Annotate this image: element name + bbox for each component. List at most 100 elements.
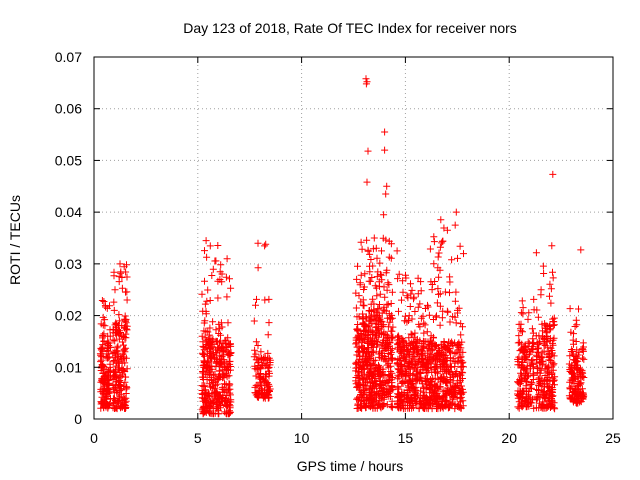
data-point [529, 340, 536, 348]
data-point [122, 390, 130, 397]
data-point [113, 378, 120, 386]
data-point [371, 311, 379, 319]
data-point [119, 338, 127, 346]
data-point [400, 362, 408, 370]
data-point [355, 369, 363, 377]
data-point [579, 347, 587, 355]
data-point [364, 348, 372, 356]
data-point [381, 146, 389, 154]
data-point [543, 376, 551, 384]
data-point [577, 370, 585, 378]
data-point [380, 306, 388, 314]
data-point [522, 403, 530, 411]
data-point [451, 313, 459, 321]
data-point [404, 383, 412, 391]
data-point [110, 306, 118, 314]
data-point [443, 387, 451, 395]
data-point [421, 321, 429, 329]
data-point [208, 272, 216, 279]
data-point [373, 254, 381, 262]
data-point [420, 401, 428, 408]
data-point [575, 305, 582, 313]
data-point [419, 337, 427, 345]
data-point [99, 348, 107, 356]
data-point [200, 351, 208, 359]
data-point [203, 297, 211, 305]
data-point [418, 380, 426, 388]
data-point [260, 353, 268, 361]
data-point [216, 367, 224, 375]
data-point [446, 289, 453, 297]
data-point [109, 399, 117, 407]
data-point [405, 359, 413, 367]
data-point [114, 389, 122, 397]
data-point [102, 354, 110, 362]
data-point [102, 403, 110, 411]
data-point [224, 362, 232, 370]
data-point [198, 382, 206, 390]
data-point [259, 394, 267, 402]
data-point [352, 380, 360, 388]
data-point [459, 358, 467, 366]
data-point [370, 315, 378, 323]
data-point [357, 403, 365, 411]
data-point [417, 287, 425, 295]
data-point [423, 328, 431, 336]
data-point [396, 404, 404, 412]
data-point [365, 328, 373, 336]
data-point [535, 339, 543, 347]
data-point [361, 336, 369, 344]
data-point [369, 399, 376, 407]
data-point [411, 329, 419, 337]
data-point [535, 382, 543, 390]
data-point [441, 343, 449, 351]
data-point [107, 343, 114, 351]
data-point [206, 297, 214, 304]
data-point [204, 342, 212, 350]
data-point [99, 331, 107, 339]
data-point [428, 405, 436, 413]
data-point [360, 320, 368, 328]
data-point [395, 307, 402, 315]
axis-ticks: 0 5 10 15 20 25 0 0.01 0.02 0.03 0.04 0.05 0.06 0.07 [55, 49, 621, 446]
data-point [98, 399, 106, 407]
data-point [371, 367, 379, 375]
data-point [121, 368, 129, 375]
data-point [116, 260, 124, 268]
data-point [514, 378, 522, 386]
data-point [436, 383, 444, 391]
data-point [226, 385, 234, 393]
data-point [365, 392, 373, 400]
data-point [109, 358, 117, 366]
data-point [454, 381, 462, 389]
data-point [457, 331, 465, 339]
data-point [118, 284, 126, 292]
data-point [394, 275, 402, 283]
data-point [109, 325, 117, 333]
data-point [368, 274, 376, 281]
data-point [580, 374, 588, 381]
data-point [551, 381, 558, 389]
data-point [533, 339, 541, 347]
data-point [405, 312, 413, 320]
data-point [373, 292, 381, 300]
data-point [360, 302, 368, 310]
data-point [362, 314, 370, 322]
data-point [352, 359, 360, 367]
data-point [416, 323, 424, 331]
data-point [571, 323, 579, 330]
data-point [434, 369, 441, 377]
data-point [212, 359, 220, 367]
data-point [383, 377, 391, 384]
data-point [123, 296, 131, 304]
data-point [357, 398, 365, 406]
data-point [440, 374, 448, 382]
data-point [515, 404, 523, 412]
data-point [518, 340, 526, 348]
data-point [386, 339, 394, 347]
x-tick-label: 10 [294, 430, 310, 446]
data-point [225, 396, 233, 404]
data-point [436, 290, 444, 298]
data-point [109, 349, 117, 357]
data-point [522, 352, 530, 360]
